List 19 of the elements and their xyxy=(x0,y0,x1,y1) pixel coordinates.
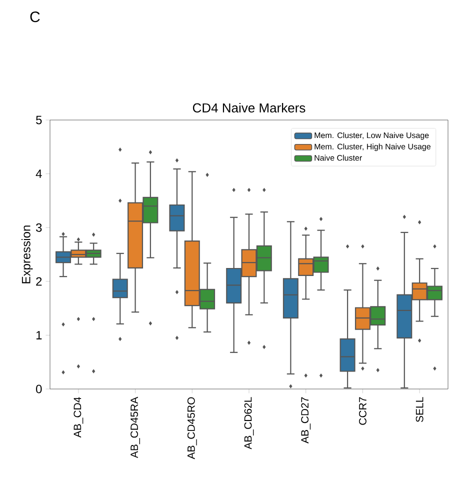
y-tick-label: 2 xyxy=(36,277,42,286)
y-tick-label: 4 xyxy=(36,170,42,178)
y-tick-label: 5 xyxy=(36,116,42,124)
y-axis-title: Expression xyxy=(22,226,33,284)
legend-label: Mem. Cluster, Low Naive Usage xyxy=(314,132,429,140)
y-tick-label: 1 xyxy=(36,331,42,340)
x-tick-label: AB_CD45RO xyxy=(187,397,197,460)
x-tick-label: AB_CD4 xyxy=(74,397,84,438)
text: C xyxy=(30,12,40,22)
legend-label: Mem. Cluster, High Naive Usage xyxy=(314,144,430,151)
x-tick-label: AB_CD27 xyxy=(301,397,311,444)
y-tick-label: 0 xyxy=(36,384,42,394)
x-tick-label: AB_CD45RA xyxy=(130,396,140,458)
y-tick-label: 3 xyxy=(36,223,42,232)
x-tick-label: CCR7 xyxy=(359,397,366,425)
x-tick-label: SELL xyxy=(416,397,424,422)
chart-title: CD4 Naive Markers xyxy=(192,102,306,112)
x-tick-label: AB_CD62L xyxy=(244,397,254,450)
legend-label: Naive Cluster xyxy=(314,154,362,161)
